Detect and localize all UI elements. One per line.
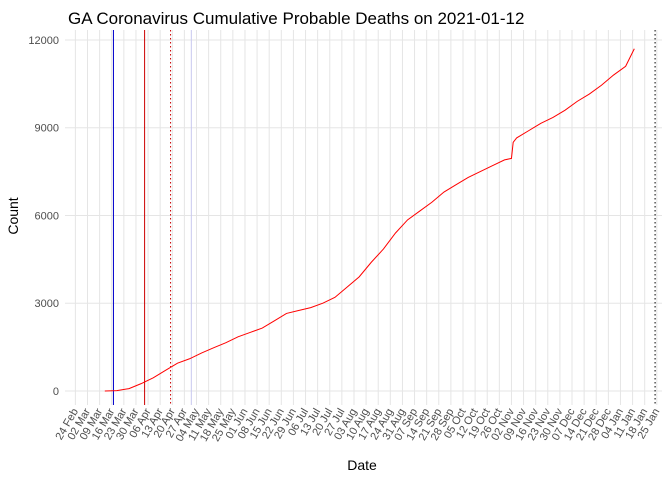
data-line (104, 48, 635, 392)
chart-title: GA Coronavirus Cumulative Probable Death… (68, 9, 524, 28)
y-tick-label: 12000 (28, 35, 59, 47)
x-axis-label: Date (347, 457, 377, 473)
y-tick-label: 9000 (35, 123, 59, 135)
y-axis-label: Count (5, 197, 21, 234)
y-tick-label: 3000 (35, 298, 59, 310)
y-tick-label: 6000 (35, 210, 59, 222)
y-tick-label: 0 (53, 386, 59, 398)
